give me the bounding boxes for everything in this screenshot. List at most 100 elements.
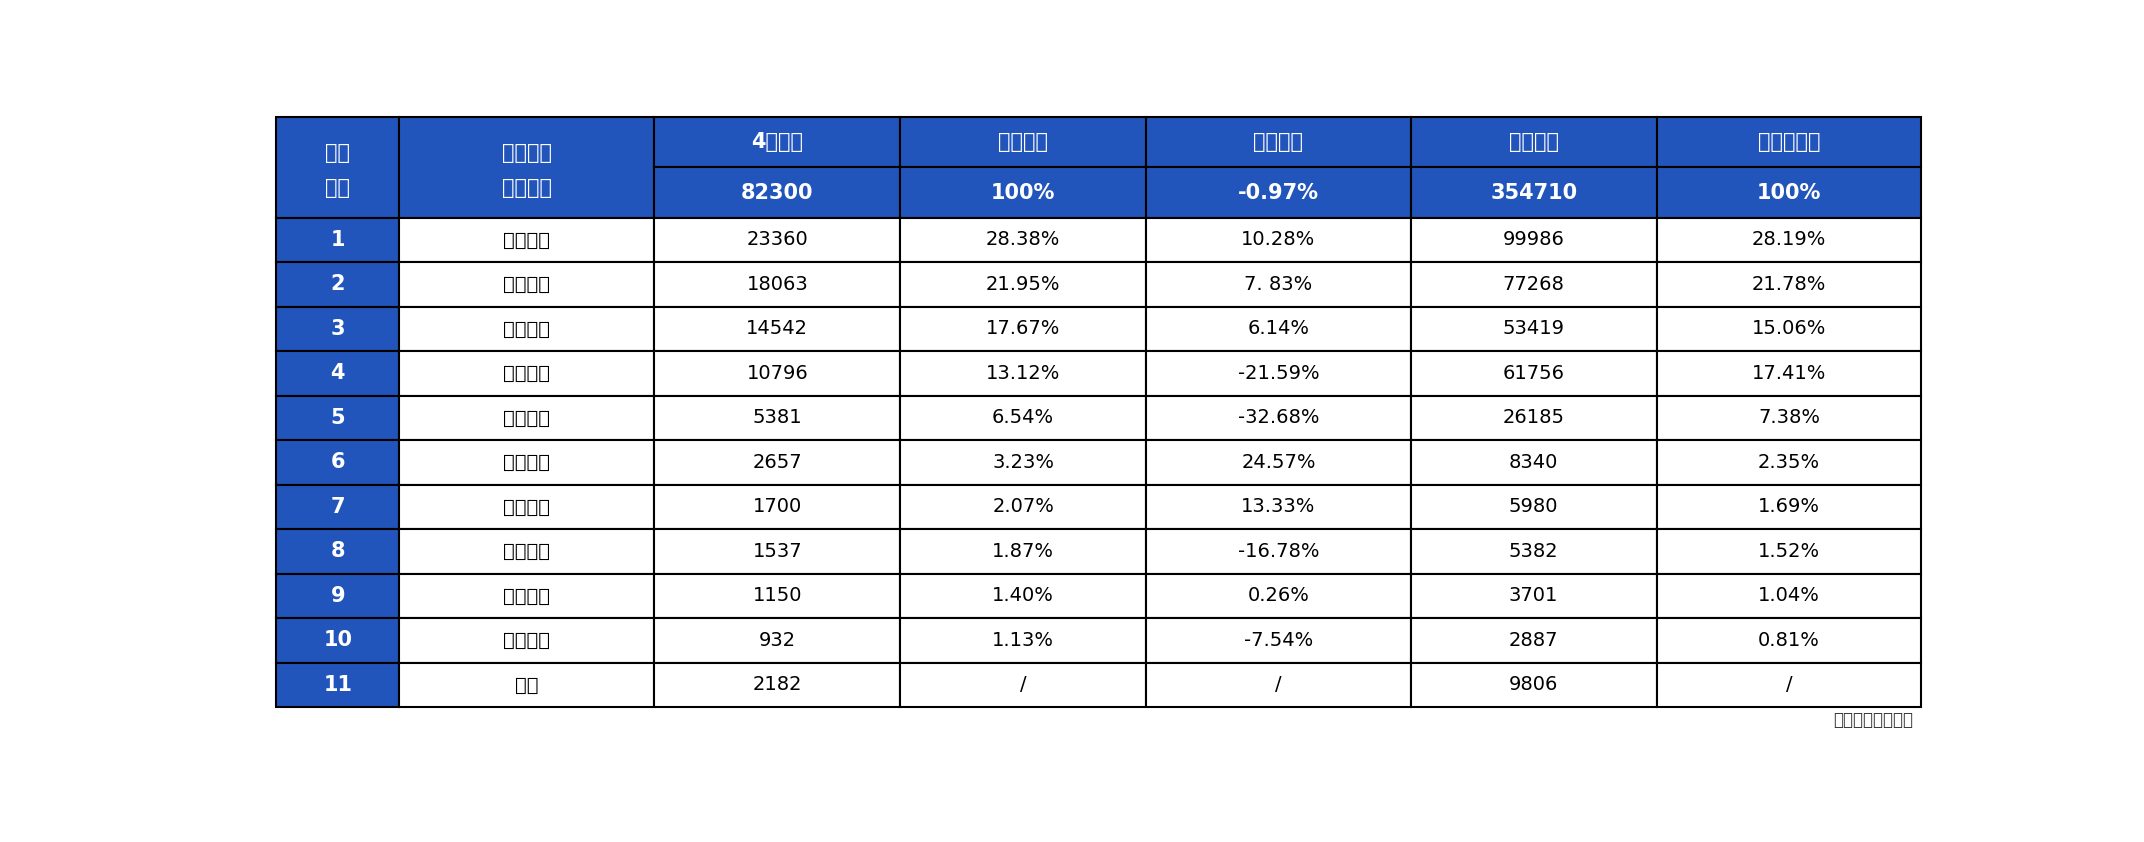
Bar [1411, 262, 1657, 306]
Bar [1657, 573, 1921, 618]
Bar [1657, 306, 1921, 351]
Text: 重型货车: 重型货车 [502, 178, 551, 198]
Bar [399, 440, 654, 485]
Bar [1657, 618, 1921, 663]
Text: 7. 83%: 7. 83% [1244, 275, 1312, 294]
Bar [900, 117, 1147, 168]
Text: 15.06%: 15.06% [1752, 319, 1827, 338]
Text: 2.35%: 2.35% [1758, 453, 1820, 472]
Text: 1: 1 [330, 230, 345, 250]
Text: 4: 4 [330, 364, 345, 383]
Bar [277, 573, 399, 618]
Text: 2.07%: 2.07% [993, 498, 1055, 516]
Bar [399, 530, 654, 573]
Text: 82300: 82300 [742, 183, 813, 203]
Text: 1.04%: 1.04% [1758, 587, 1820, 605]
Text: 9: 9 [330, 586, 345, 606]
Text: 5980: 5980 [1509, 498, 1559, 516]
Text: 5381: 5381 [753, 408, 802, 428]
Text: 10.28%: 10.28% [1241, 231, 1316, 249]
Text: 13.12%: 13.12% [986, 364, 1061, 383]
Bar [1411, 530, 1657, 573]
Text: 3.23%: 3.23% [993, 453, 1055, 472]
Text: 数据来源：中汽协: 数据来源：中汽协 [1833, 711, 1912, 728]
Bar [1411, 440, 1657, 485]
Text: 2: 2 [330, 274, 345, 295]
Text: -7.54%: -7.54% [1244, 631, 1312, 650]
Bar [900, 440, 1147, 485]
Bar [399, 218, 654, 262]
Bar [277, 530, 399, 573]
Text: 今年累计: 今年累计 [1509, 132, 1559, 152]
Bar [277, 306, 399, 351]
Text: 徐工重卡: 徐工重卡 [504, 498, 551, 516]
Bar [900, 618, 1147, 663]
Text: 6: 6 [330, 452, 345, 472]
Text: 6.54%: 6.54% [993, 408, 1055, 428]
Bar [900, 218, 1147, 262]
Bar [1411, 618, 1657, 663]
Text: 1.13%: 1.13% [993, 631, 1055, 650]
Bar [1657, 262, 1921, 306]
Bar [1657, 396, 1921, 440]
Text: 99986: 99986 [1503, 231, 1565, 249]
Text: 100%: 100% [991, 183, 1055, 203]
Text: 21.78%: 21.78% [1752, 275, 1827, 294]
Text: 61756: 61756 [1503, 364, 1565, 383]
Text: 东风公司: 东风公司 [504, 364, 551, 383]
Text: 14542: 14542 [746, 319, 808, 338]
Text: 7.38%: 7.38% [1758, 408, 1820, 428]
Bar [654, 117, 900, 168]
Bar [1147, 218, 1411, 262]
Text: 1150: 1150 [753, 587, 802, 605]
Text: 8: 8 [330, 541, 345, 562]
Text: 其它: 其它 [515, 675, 538, 695]
Bar [399, 663, 654, 707]
Bar [277, 440, 399, 485]
Bar [1147, 351, 1411, 396]
Bar [1411, 485, 1657, 530]
Text: 13.33%: 13.33% [1241, 498, 1316, 516]
Bar [277, 218, 399, 262]
Text: 9806: 9806 [1509, 675, 1559, 695]
Bar [1147, 663, 1411, 707]
Bar [900, 262, 1147, 306]
Text: 同比增长: 同比增长 [1254, 132, 1304, 152]
Bar [654, 573, 900, 618]
Bar [399, 306, 654, 351]
Text: 18063: 18063 [746, 275, 808, 294]
Bar [399, 396, 654, 440]
Text: 28.19%: 28.19% [1752, 231, 1827, 249]
Text: 2887: 2887 [1509, 631, 1559, 650]
Bar [1657, 530, 1921, 573]
Bar [399, 485, 654, 530]
Bar [1147, 306, 1411, 351]
Text: 100%: 100% [1756, 183, 1820, 203]
Bar [1657, 351, 1921, 396]
Text: /: / [1021, 675, 1027, 695]
Text: 3: 3 [330, 319, 345, 339]
Text: 2657: 2657 [753, 453, 802, 472]
Bar [654, 663, 900, 707]
Bar [1411, 663, 1657, 707]
Bar [399, 573, 654, 618]
Bar [1657, 218, 1921, 262]
Text: 福田汽车: 福田汽车 [504, 408, 551, 428]
Bar [1411, 168, 1657, 218]
Text: 中国重汽: 中国重汽 [504, 231, 551, 249]
Bar [277, 485, 399, 530]
Bar [654, 351, 900, 396]
Text: -32.68%: -32.68% [1237, 408, 1319, 428]
Text: 累计市占率: 累计市占率 [1758, 132, 1820, 152]
Text: 6.14%: 6.14% [1248, 319, 1310, 338]
Text: 5: 5 [330, 408, 345, 428]
Bar [1147, 168, 1411, 218]
Text: 8340: 8340 [1509, 453, 1559, 472]
Bar [1657, 168, 1921, 218]
Bar [277, 663, 399, 707]
Bar [654, 530, 900, 573]
Text: 3701: 3701 [1509, 587, 1559, 605]
Bar [654, 218, 900, 262]
Text: 本月占比: 本月占比 [999, 132, 1048, 152]
Text: -0.97%: -0.97% [1237, 183, 1319, 203]
